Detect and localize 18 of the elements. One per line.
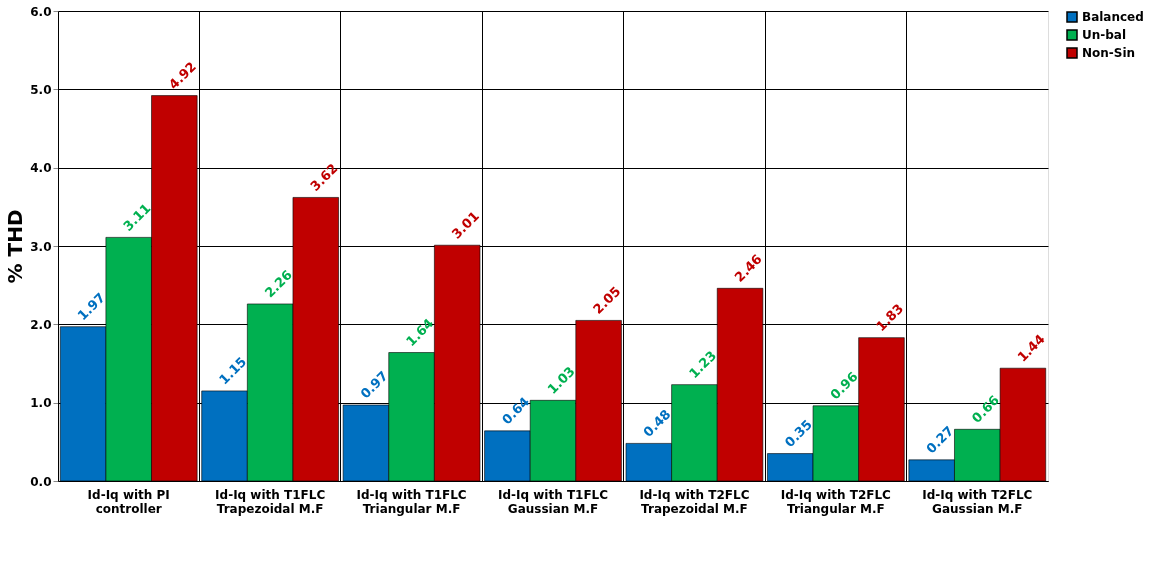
y-tick-label: 6.0 — [30, 4, 52, 19]
y-tick-label: 3.0 — [30, 239, 52, 254]
y-tick-label: 5.0 — [30, 82, 52, 97]
y-axis-title: % THD — [3, 209, 28, 284]
legend-label: Un-bal — [1082, 28, 1127, 42]
legend-label: Balanced — [1082, 10, 1144, 24]
x-tick-label: Id-Iq with PI controller — [87, 487, 170, 516]
x-tick-label: Id-Iq with T1FLC Trapezoidal M.F — [215, 487, 326, 516]
x-tick-label: Id-Iq with T2FLC Trapezoidal M.F — [639, 487, 750, 516]
y-tick-label: 4.0 — [30, 161, 52, 176]
x-tick-label: Id-Iq with T2FLC Gaussian M.F — [922, 487, 1033, 516]
x-tick-label: Id-Iq with T1FLC Gaussian M.F — [497, 487, 609, 516]
x-tick-label: Id-Iq with T2FLC Triangular M.F — [780, 487, 892, 516]
x-tick-label: Id-Iq with T1FLC Triangular M.F — [356, 487, 467, 516]
y-tick-label: 0.0 — [30, 474, 52, 489]
y-tick-label: 1.0 — [30, 396, 52, 411]
y-tick-label: 2.0 — [30, 317, 52, 332]
legend-label: Non-Sin — [1082, 46, 1136, 60]
